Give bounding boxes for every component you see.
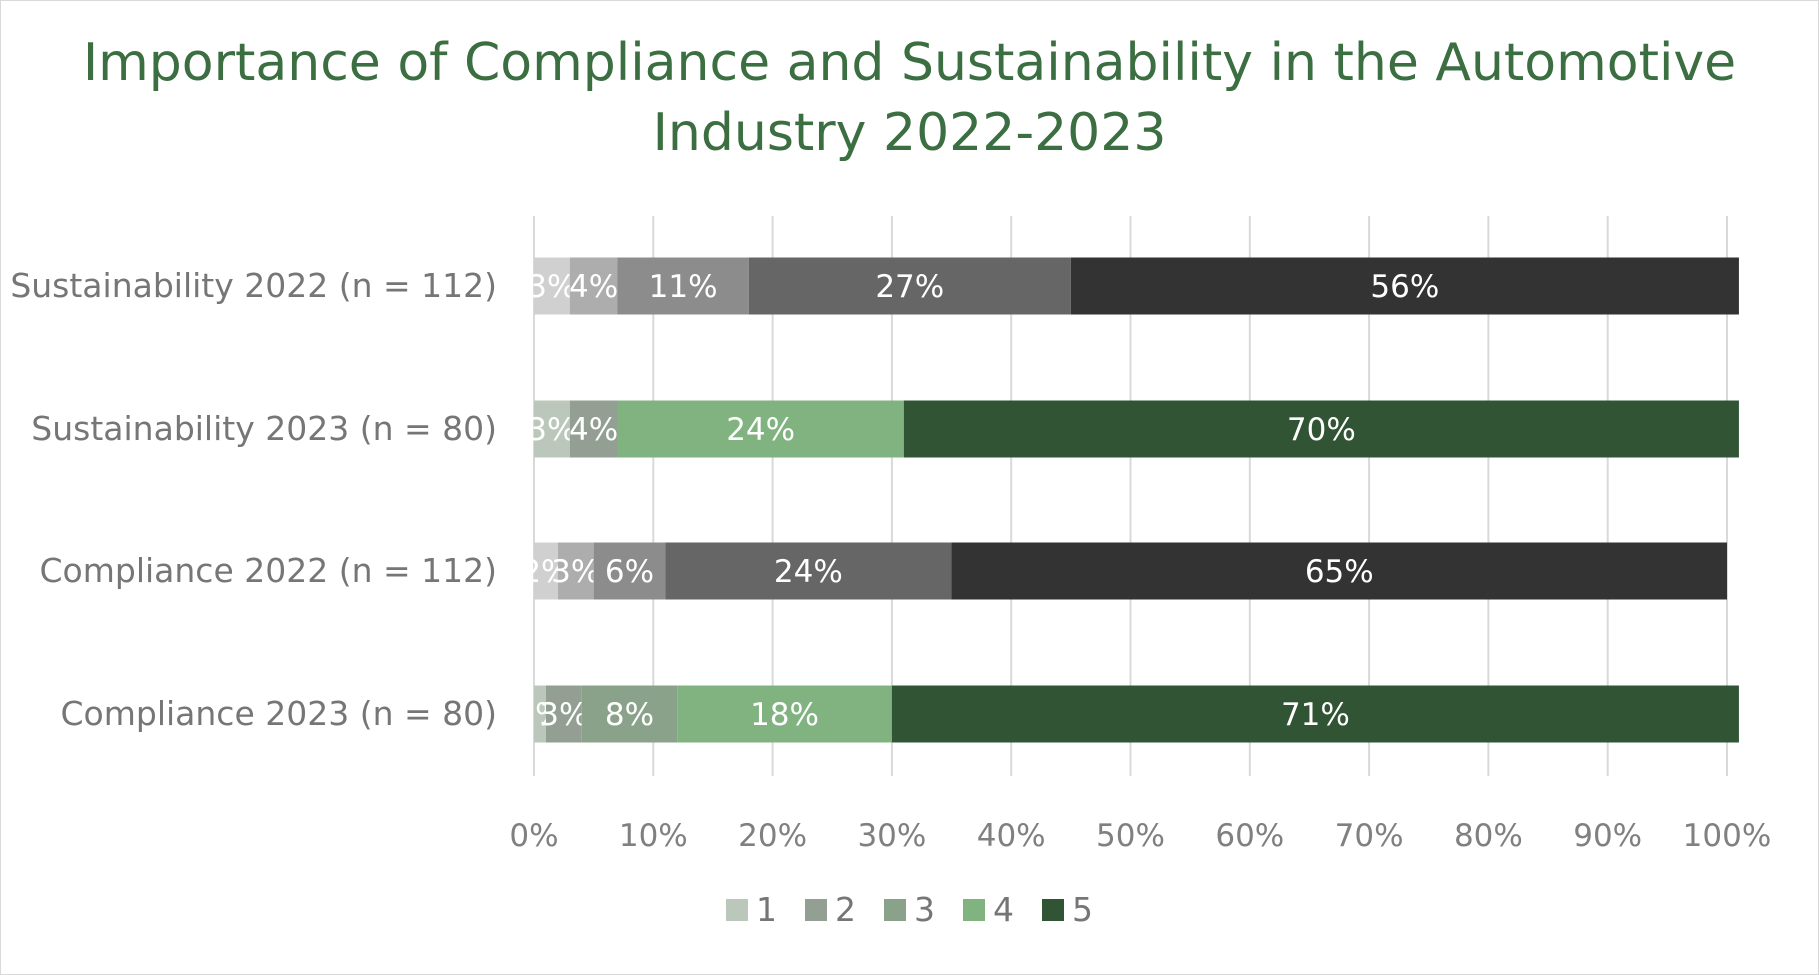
- x-tick-label: 80%: [1454, 818, 1523, 854]
- legend-swatch: [884, 898, 906, 921]
- bar-segment: [545, 685, 582, 743]
- x-tick-label: 10%: [619, 818, 688, 854]
- data-label: 6%: [605, 554, 654, 590]
- x-tick-label: 40%: [977, 818, 1046, 854]
- data-label: 71%: [1281, 697, 1350, 733]
- bar-segment: [534, 542, 558, 600]
- bar-segment: [593, 542, 666, 600]
- legend-label: 5: [1072, 890, 1093, 929]
- legend-swatch: [726, 898, 748, 921]
- data-label: 3%: [551, 554, 600, 590]
- legend-label: 3: [914, 890, 935, 929]
- x-tick-label: 30%: [857, 818, 926, 854]
- bar-segment: [617, 257, 749, 315]
- legend-item: 3: [884, 890, 935, 929]
- bar-segment: [951, 542, 1727, 600]
- bar-segment: [748, 257, 1071, 315]
- data-label: 8%: [605, 697, 654, 733]
- data-label: 70%: [1287, 412, 1356, 448]
- bar-segment: [569, 400, 618, 458]
- x-tick-label: 90%: [1573, 818, 1642, 854]
- x-tick-label: 50%: [1096, 818, 1165, 854]
- bar-segment: [534, 257, 570, 315]
- bar-segment: [534, 685, 546, 743]
- data-label: 24%: [726, 412, 795, 448]
- bar-segment: [903, 400, 1739, 458]
- chart-legend: 1 2 3 4 5: [0, 890, 1819, 929]
- category-label: Sustainability 2023 (n = 80): [31, 409, 497, 448]
- legend-item: 5: [1042, 890, 1093, 929]
- bar-segment: [581, 685, 678, 743]
- bar-segment: [1070, 257, 1739, 315]
- data-label: 65%: [1305, 554, 1374, 590]
- bar-segment: [617, 400, 904, 458]
- legend-item: 4: [963, 890, 1014, 929]
- x-tick-label: 70%: [1335, 818, 1404, 854]
- bar-segment: [665, 542, 952, 600]
- category-label: Compliance 2022 (n = 112): [40, 551, 498, 590]
- x-tick-label: 100%: [1683, 818, 1772, 854]
- legend-swatch: [963, 898, 985, 921]
- bar-segment: [557, 542, 594, 600]
- legend-item: 2: [805, 890, 856, 929]
- data-label: 24%: [774, 554, 843, 590]
- bar-segment: [534, 400, 570, 458]
- legend-item: 1: [726, 890, 777, 929]
- data-label: 4%: [569, 412, 618, 448]
- legend-swatch: [805, 898, 827, 921]
- data-label: 3%: [527, 412, 576, 448]
- bar-segment: [891, 685, 1739, 743]
- data-label: 4%: [569, 269, 618, 305]
- legend-swatch: [1042, 898, 1064, 921]
- legend-label: 4: [993, 890, 1014, 929]
- x-tick-label: 60%: [1215, 818, 1284, 854]
- data-label: 56%: [1370, 269, 1439, 305]
- category-label: Compliance 2023 (n = 80): [61, 694, 498, 733]
- bar-segment: [677, 685, 892, 743]
- x-tick-label: 20%: [738, 818, 807, 854]
- x-tick-label: 0%: [509, 818, 558, 854]
- category-label: Sustainability 2022 (n = 112): [10, 266, 497, 305]
- data-label: 11%: [649, 269, 718, 305]
- data-label: 27%: [875, 269, 944, 305]
- legend-label: 2: [835, 890, 856, 929]
- legend-label: 1: [756, 890, 777, 929]
- chart-title: Importance of Compliance and Sustainabil…: [82, 33, 1737, 163]
- data-label: 3%: [539, 697, 588, 733]
- data-label: 3%: [527, 269, 576, 305]
- data-label: 18%: [750, 697, 819, 733]
- bar-segment: [569, 257, 618, 315]
